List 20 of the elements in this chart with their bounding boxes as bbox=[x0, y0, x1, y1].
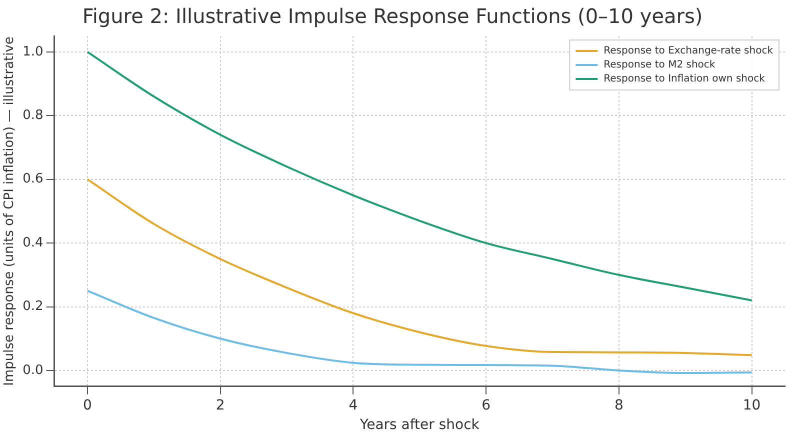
x-axis-title: Years after shock bbox=[358, 417, 480, 434]
line-series bbox=[86, 290, 753, 374]
y-tick-label: 1.0 bbox=[22, 44, 44, 60]
x-tick-label: 10 bbox=[742, 397, 761, 414]
y-tick-label: 0.2 bbox=[22, 299, 44, 314]
y-tick-label: 0.0 bbox=[22, 362, 44, 378]
x-tick-label: 2 bbox=[216, 397, 225, 414]
y-tick-label: 0.8 bbox=[22, 108, 44, 124]
legend-label: Response to Exchange-rate shock bbox=[604, 46, 774, 57]
x-tick-label: 6 bbox=[482, 397, 491, 414]
legend-label: Response to Inflation own shock bbox=[604, 74, 766, 85]
chart-title: Figure 2: Illustrative Impulse Response Functions (0–10 years) bbox=[82, 4, 703, 28]
line-series bbox=[86, 178, 753, 356]
x-tick-label: 0 bbox=[83, 397, 92, 414]
y-tick-label: 0.4 bbox=[22, 235, 44, 250]
x-tick-label: 8 bbox=[614, 397, 624, 414]
x-tick-label: 4 bbox=[348, 397, 358, 414]
y-tick-label: 0.6 bbox=[22, 172, 44, 187]
y-axis-title: Impulse response (units of CPI inflation) — illustrative bbox=[2, 36, 18, 386]
legend-label: Response to M2 shock bbox=[604, 60, 716, 71]
